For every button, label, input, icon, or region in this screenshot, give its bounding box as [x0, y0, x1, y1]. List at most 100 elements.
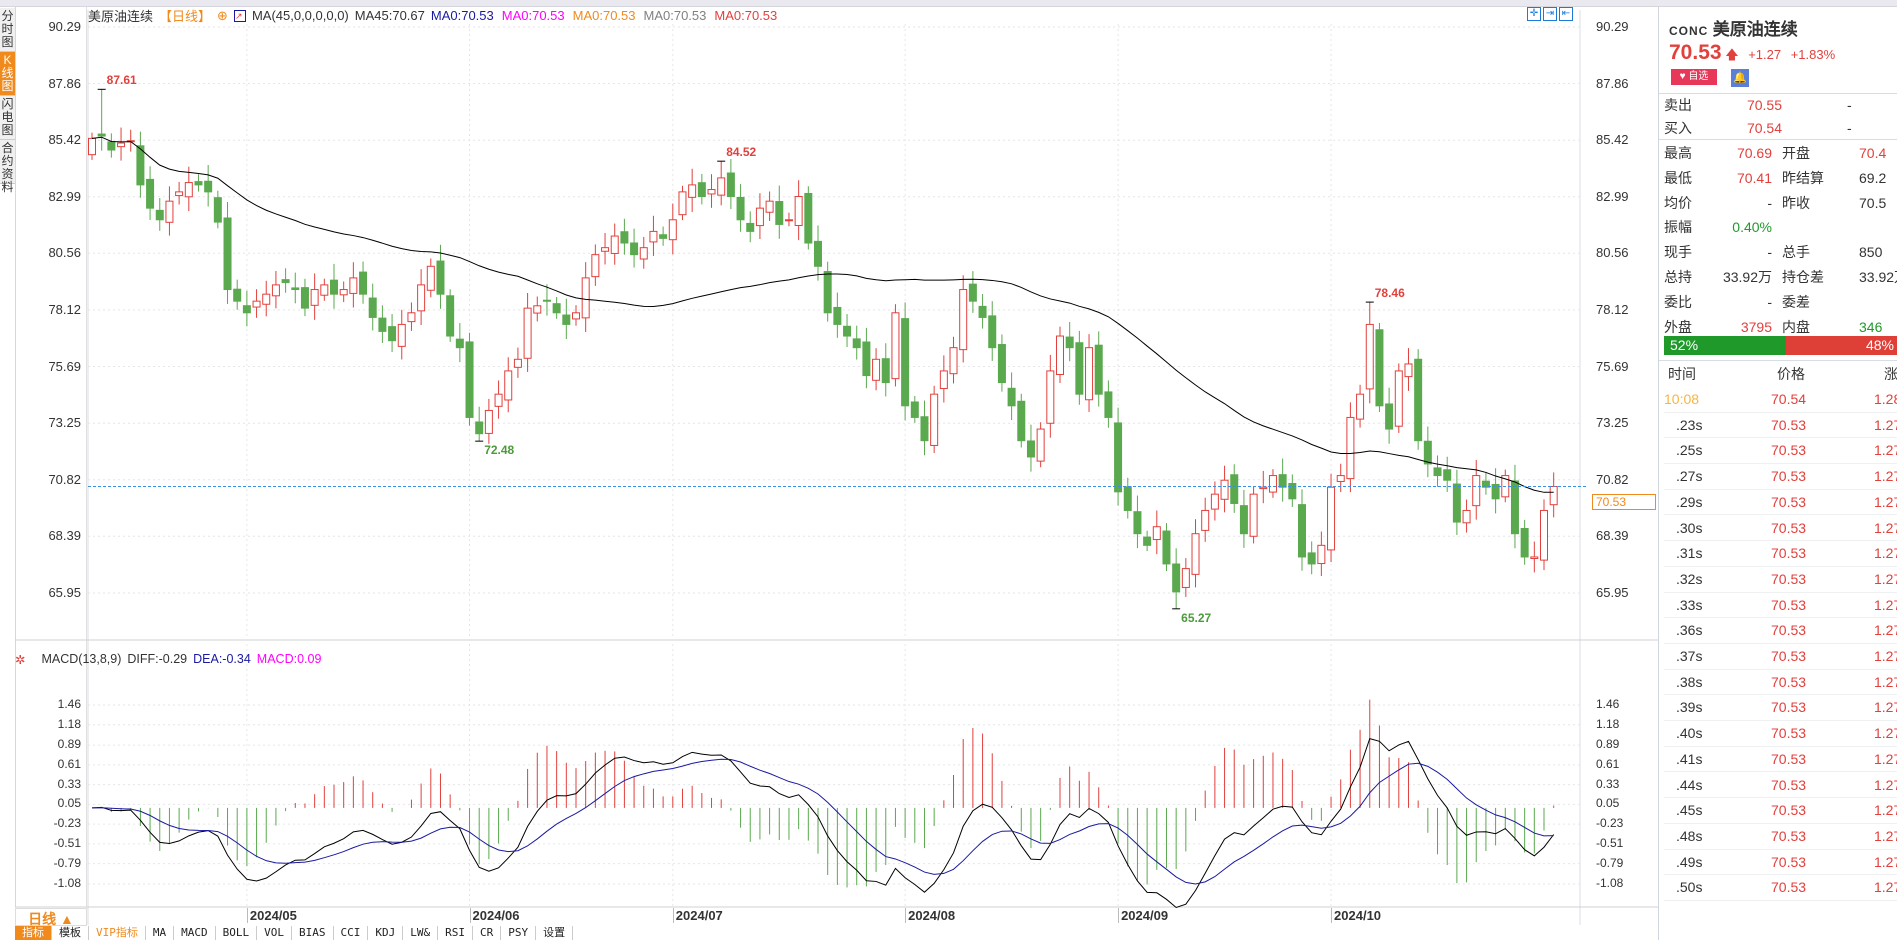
candle-body	[843, 325, 852, 337]
row-label: 买入	[1664, 120, 1692, 136]
candle-body	[872, 358, 881, 381]
indicator-tab[interactable]: KDJ	[368, 926, 404, 940]
price-tick-left: 68.39	[48, 528, 81, 544]
tick-change: 1.27	[1874, 725, 1897, 742]
candle-body	[1462, 509, 1471, 524]
side-tab-contract-info[interactable]: 合约资料	[0, 140, 15, 194]
alert-bell-icon[interactable]: 🔔	[1731, 69, 1749, 87]
candle-body	[1201, 509, 1210, 531]
price-tick-left: 90.29	[48, 19, 81, 34]
candle-body	[881, 358, 890, 384]
indicator-tab[interactable]: LW&	[403, 926, 439, 940]
side-tab-flash[interactable]: 闪电图	[0, 96, 15, 140]
candle-body	[426, 265, 435, 291]
price-tick-left: 78.12	[48, 302, 81, 317]
stat-label: 委比	[1664, 293, 1692, 310]
indicator-tab[interactable]: CCI	[334, 926, 369, 940]
candle-body	[533, 305, 542, 314]
tick-change: 1.27	[1874, 648, 1897, 664]
price-tick-right: 80.56	[1596, 245, 1629, 261]
candle-body	[959, 289, 968, 351]
tick-time: .30s	[1676, 519, 1703, 536]
candle-body	[88, 137, 96, 156]
candle-body	[1026, 440, 1035, 458]
indicator-tab[interactable]: CR	[473, 926, 502, 940]
extreme-price-label: 78.46	[1374, 286, 1405, 301]
divider	[1659, 139, 1897, 140]
date-tick: 2024/09	[1118, 908, 1168, 923]
indicator-tab[interactable]: PSY	[501, 926, 537, 940]
col-time: 时间	[1668, 366, 1696, 382]
kline-chart[interactable]	[0, 0, 1658, 940]
crosshair-tool-icon[interactable]: ✛	[1527, 7, 1541, 21]
tick-row: .29s 70.53 1.27	[1664, 490, 1897, 516]
candle-body	[1336, 475, 1345, 482]
candle-body	[175, 191, 184, 197]
candle-body	[388, 326, 397, 342]
stat-label: 最低	[1664, 169, 1692, 186]
candle-body	[194, 181, 203, 186]
indicator-tab[interactable]: MACD	[174, 926, 216, 940]
candle-body	[1317, 544, 1326, 565]
tick-time: .48s	[1676, 827, 1703, 844]
candle-body	[359, 271, 368, 295]
macd-tick-left: 0.89	[57, 737, 81, 752]
indicator-tab[interactable]: BIAS	[292, 926, 334, 940]
ma45-value: MA45:70.67	[354, 8, 425, 23]
zoom-in-icon[interactable]: ⇥	[1543, 7, 1557, 21]
add-watchlist-button[interactable]: ♥ 自选	[1671, 69, 1717, 85]
side-tab-kline[interactable]: K线图	[0, 52, 15, 96]
price-legend: 美原油连续 【日线】 ⊕ ↗ MA(45,0,0,0,0,0) MA45:70.…	[88, 7, 777, 25]
tick-row: .31s 70.53 1.27	[1664, 541, 1897, 567]
tick-change: 1.27	[1874, 802, 1897, 819]
indicator-tab[interactable]: VOL	[257, 926, 292, 940]
candle-body	[688, 184, 697, 198]
ma-params[interactable]: MA(45,0,0,0,0,0)	[251, 8, 349, 23]
price-tick-right: 85.42	[1596, 132, 1629, 148]
indicator-chart-icon[interactable]: ↗	[233, 9, 246, 22]
candle-body	[1520, 528, 1529, 558]
buy-sell-ratio-bar: 52% 48%	[1664, 336, 1897, 355]
candle-body	[939, 370, 948, 390]
candle-body	[407, 312, 416, 323]
tick-time: .25s	[1676, 442, 1703, 459]
indicator-tab[interactable]: BOLL	[216, 926, 258, 940]
macd-params[interactable]: MACD(13,8,9)	[41, 652, 122, 666]
candle-body	[601, 247, 610, 252]
zoom-out-icon[interactable]: ⇤	[1559, 7, 1573, 21]
stat-value: 69.2	[1859, 169, 1887, 186]
candle-body	[1259, 486, 1268, 490]
indicator-tab[interactable]: VIP指标	[89, 926, 146, 940]
ma0-value: MA0:70.53	[643, 8, 707, 23]
indicator-tab[interactable]: 设置	[536, 926, 574, 940]
candle-body	[494, 393, 503, 407]
macd-tick-left: -1.08	[53, 876, 81, 890]
candle-body	[610, 235, 619, 254]
macd-settings-icon[interactable]: ✲	[15, 653, 26, 667]
candle-body	[1530, 556, 1539, 559]
indicator-tab[interactable]: 模板	[52, 926, 89, 940]
macd-tick-left: 1.18	[57, 716, 81, 731]
candle-body	[1414, 358, 1423, 442]
indicator-tab[interactable]: 指标	[15, 926, 52, 940]
candle-body	[1220, 479, 1229, 500]
tick-change: 1.27	[1874, 570, 1897, 587]
tick-price: 70.53	[1771, 853, 1807, 870]
macd-legend: ✲ MACD(13,8,9) DIFF:-0.29 DEA:-0.34 MACD…	[15, 652, 321, 667]
candle-body	[1472, 475, 1481, 507]
crosshair-icon[interactable]: ⊕	[217, 7, 228, 23]
candle-body	[397, 323, 406, 347]
indicator-tab[interactable]: RSI	[438, 926, 473, 940]
ma0-value: MA0:70.53	[430, 8, 494, 23]
price-tick-right: 68.39	[1596, 528, 1629, 544]
candle-body	[620, 231, 629, 244]
price-tick-right: 73.25	[1596, 415, 1629, 431]
side-tab-timeshare[interactable]: 分时图	[0, 8, 15, 52]
indicator-tab[interactable]: MA	[146, 926, 175, 940]
candle-body	[523, 307, 532, 359]
candle-body	[1365, 323, 1374, 390]
period-selector-button[interactable]: 日线 ▲	[15, 908, 87, 927]
tick-time: .37s	[1676, 648, 1703, 664]
candle-body	[281, 279, 290, 284]
tick-change: 1.27	[1874, 416, 1897, 433]
